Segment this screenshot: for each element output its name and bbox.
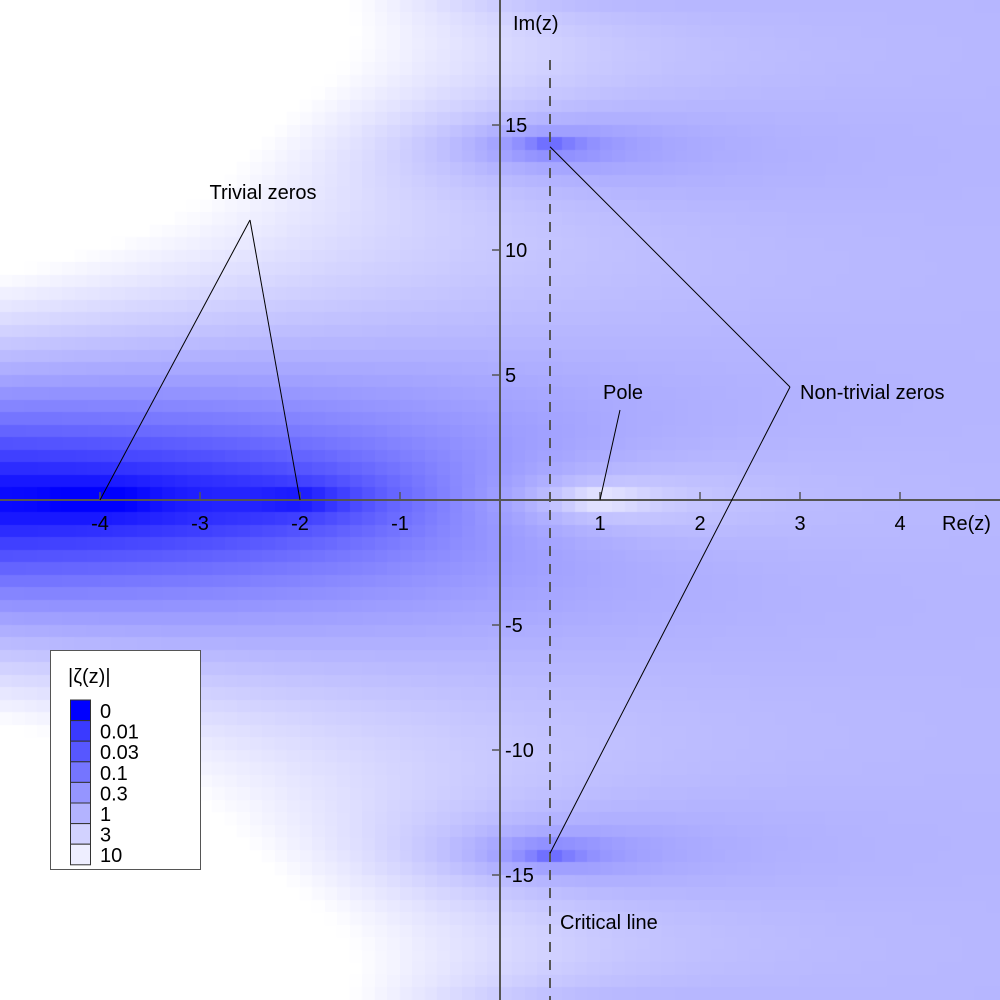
y-tick-label: 5 bbox=[505, 365, 516, 387]
critical-line-label: Critical line bbox=[560, 912, 658, 934]
legend-swatch bbox=[70, 802, 91, 825]
x-tick-label: -4 bbox=[91, 513, 109, 535]
annotation-leader-line bbox=[549, 386, 791, 854]
legend-swatch bbox=[70, 781, 91, 804]
legend-swatch bbox=[70, 843, 91, 866]
x-tick-label: 1 bbox=[594, 513, 605, 535]
y-tick-label: 10 bbox=[505, 240, 527, 262]
legend-label: 3 bbox=[100, 825, 111, 847]
annotation-label: Non-trivial zeros bbox=[800, 382, 944, 404]
annotation-leader-line bbox=[99, 219, 251, 501]
legend-label: 0.03 bbox=[100, 742, 139, 764]
y-axis-label: Im(z) bbox=[513, 13, 559, 35]
x-tick-label: 3 bbox=[794, 513, 805, 535]
y-tick-label: 15 bbox=[505, 115, 527, 137]
legend-swatch bbox=[70, 823, 91, 845]
annotation-label: Trivial zeros bbox=[209, 182, 316, 204]
annotation-leader-line bbox=[249, 219, 301, 501]
x-tick-label: 2 bbox=[694, 513, 705, 535]
y-tick-label: -10 bbox=[505, 740, 534, 762]
legend-label: 0.01 bbox=[100, 722, 139, 744]
x-axis-label: Re(z) bbox=[942, 513, 991, 535]
x-tick-label: -1 bbox=[391, 513, 409, 535]
legend-title: |ζ(z)| bbox=[68, 666, 111, 688]
x-tick-label: -2 bbox=[291, 513, 309, 535]
legend-label: 0.3 bbox=[100, 783, 128, 805]
legend-label: 0 bbox=[100, 701, 111, 723]
annotations: Trivial zeros Non-trivial zeros Pole bbox=[99, 146, 944, 854]
y-tick-label: -15 bbox=[505, 865, 534, 887]
legend-swatch bbox=[70, 761, 91, 783]
x-tick-label: 4 bbox=[894, 513, 905, 535]
critical-line: Critical line bbox=[549, 60, 658, 1000]
x-tick-label: -3 bbox=[191, 513, 209, 535]
legend-label: 0.1 bbox=[100, 763, 128, 785]
legend-label: 1 bbox=[100, 804, 111, 826]
annotation-leader-line bbox=[549, 146, 791, 388]
legend-label: 10 bbox=[100, 845, 122, 867]
legend-swatch bbox=[70, 740, 91, 763]
y-tick-label: -5 bbox=[505, 615, 523, 637]
legend-swatch bbox=[70, 720, 91, 742]
annotation-label: Pole bbox=[603, 382, 643, 404]
annotation-leader-line bbox=[599, 409, 621, 501]
legend-swatch bbox=[70, 699, 91, 722]
